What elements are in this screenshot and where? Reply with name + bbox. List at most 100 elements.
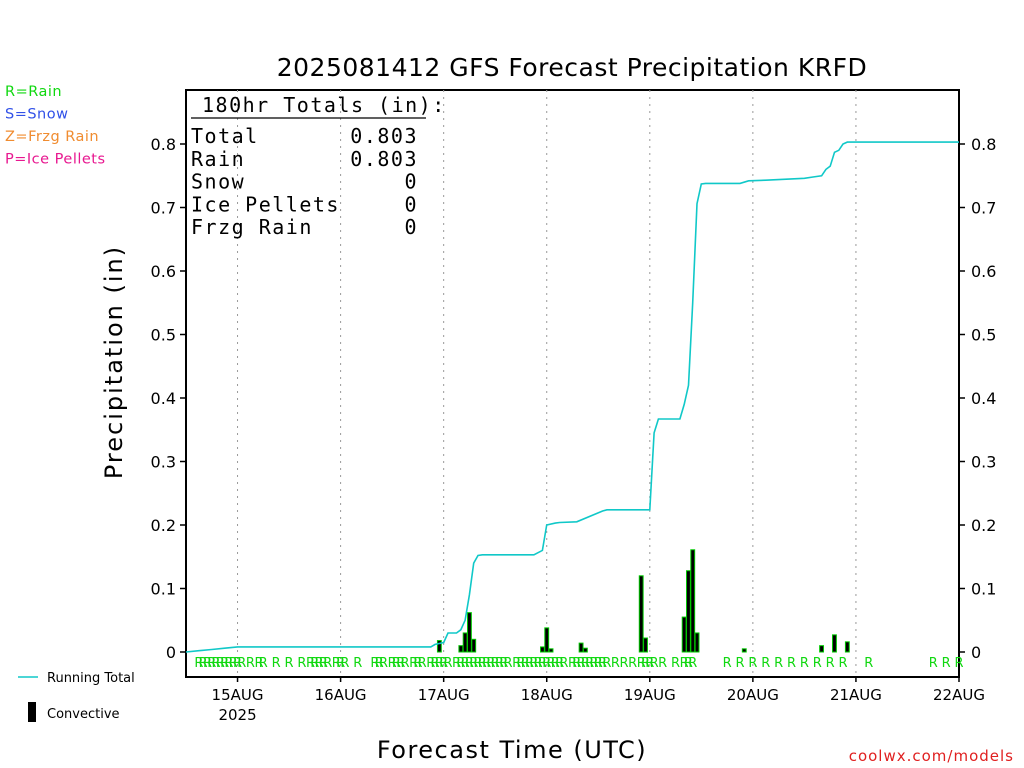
- rain-marker: R: [375, 656, 384, 671]
- rain-marker: R: [735, 656, 744, 671]
- rain-marker: R: [435, 656, 444, 671]
- rain-marker: R: [521, 656, 530, 671]
- rain-marker: R: [310, 656, 319, 671]
- rain-marker: R: [594, 656, 603, 671]
- rain-marker: R: [572, 656, 581, 671]
- running-total-line: [185, 141, 959, 653]
- rain-marker: R: [645, 656, 654, 671]
- rain-marker: R: [336, 656, 345, 671]
- convective-bar: [844, 641, 850, 653]
- rain-marker: R: [319, 656, 328, 671]
- rain-marker: R: [224, 656, 233, 671]
- rain-marker: R: [611, 656, 620, 671]
- totals-row-value: 0.803: [350, 147, 418, 171]
- legend-type-key: P=Ice Pellets: [5, 152, 106, 168]
- totals-row-label: Ice Pellets: [191, 192, 340, 216]
- rain-marker: R: [439, 656, 448, 671]
- convective-bar: [741, 648, 747, 653]
- rain-marker: R: [581, 656, 590, 671]
- totals-row-label: Snow: [191, 170, 245, 194]
- plot-frame: [185, 89, 960, 678]
- rain-marker: R: [525, 656, 534, 671]
- convective-bar: [548, 648, 554, 653]
- rain-marker: R: [787, 656, 796, 671]
- running-total-line-group: [185, 141, 959, 653]
- convective-bar: [643, 637, 648, 653]
- y-axes: 0 00.1 0.10.2 0.20.3 0.30.4 0.40.5 0.50.6 0.60.…: [151, 135, 997, 662]
- y-tick-label-right: 0: [971, 643, 981, 662]
- rain-marker: R: [954, 656, 963, 671]
- convective-legend-swatch: [28, 702, 36, 722]
- x-tick-label: 16AUG: [315, 686, 367, 704]
- rain-marker: R: [761, 656, 770, 671]
- convective-bar: [544, 627, 550, 653]
- convective-bars: [436, 549, 850, 653]
- totals-row-value: 0: [404, 215, 418, 239]
- rain-marker: R: [478, 656, 487, 671]
- rain-marker: R: [800, 656, 809, 671]
- rain-marker: R: [637, 656, 646, 671]
- x-axis: 15AUG 16AUG 17AUG 18AUG 19AUG 20AUG 21AUG 22AUG…: [212, 677, 985, 724]
- rain-marker: R: [370, 656, 379, 671]
- rain-marker: R: [688, 656, 697, 671]
- totals-header: 180hr Totals (in):: [202, 93, 446, 117]
- y-tick-label-left: 0.3: [151, 453, 176, 472]
- rain-marker: R: [482, 656, 491, 671]
- running-total-legend-label: Running Total: [47, 671, 135, 686]
- rain-marker: R: [285, 656, 294, 671]
- rain-marker: R: [671, 656, 680, 671]
- y-tick-label-left: 0.6: [151, 262, 176, 281]
- y-tick-label-left: 0.5: [151, 326, 176, 345]
- rain-marker: R: [650, 656, 659, 671]
- rain-marker: R: [400, 656, 409, 671]
- x-axis-label: Forecast Time (UTC): [377, 736, 647, 764]
- y-tick-label-right: 0.5: [971, 326, 996, 345]
- x-tick-label: 15AUG: [212, 686, 264, 704]
- rain-marker: R: [748, 656, 757, 671]
- rain-marker: R: [929, 656, 938, 671]
- rain-marker: R: [499, 656, 508, 671]
- convective-bar: [690, 549, 696, 653]
- convective-bar: [832, 634, 837, 653]
- rain-marker: R: [388, 656, 397, 671]
- totals-row-value: 0: [404, 192, 418, 216]
- totals-row-label: Rain: [191, 147, 245, 171]
- rain-marker: R: [864, 656, 873, 671]
- y-tick-label-right: 0.8: [971, 135, 996, 154]
- rain-marker: R: [602, 656, 611, 671]
- rain-marker: R: [839, 656, 848, 671]
- y-tick-label-right: 0.2: [971, 516, 996, 535]
- rain-marker: R: [306, 656, 315, 671]
- rain-marker: R: [504, 656, 513, 671]
- rain-marker: R: [620, 656, 629, 671]
- x-tick-label: 22AUG: [933, 686, 985, 704]
- rain-marker: R: [259, 656, 268, 671]
- totals-row-label: Frzg Rain: [191, 215, 313, 239]
- credit-text: coolwx.com/models: [849, 747, 1014, 765]
- x-tick-label: 18AUG: [521, 686, 573, 704]
- convective-bar: [458, 645, 464, 653]
- rain-marker: R: [559, 656, 568, 671]
- y-tick-label-right: 0.7: [971, 199, 996, 218]
- precip-type-legend: R=Rain S=Snow Z=Frzg Rain P=Ice Pellets: [5, 84, 106, 168]
- rain-marker: R: [495, 656, 504, 671]
- totals-row-value: 0: [404, 170, 418, 194]
- rain-marker: R: [379, 656, 388, 671]
- rain-marker: R: [443, 656, 452, 671]
- convective-bar: [436, 640, 442, 653]
- rain-marker: R: [392, 656, 401, 671]
- rain-marker: R: [246, 656, 255, 671]
- y-tick-label-right: 0.4: [971, 389, 996, 408]
- y-tick-label-right: 0.1: [971, 580, 996, 599]
- day-gridlines: [237, 90, 857, 677]
- rain-marker: R: [589, 656, 598, 671]
- rain-marker: R: [212, 656, 221, 671]
- rain-marker: R: [297, 656, 306, 671]
- rain-marker: R: [426, 656, 435, 671]
- rain-marker: R: [194, 656, 203, 671]
- rain-marker: R: [641, 656, 650, 671]
- y-tick-label-left: 0.2: [151, 516, 176, 535]
- rain-marker: R: [456, 656, 465, 671]
